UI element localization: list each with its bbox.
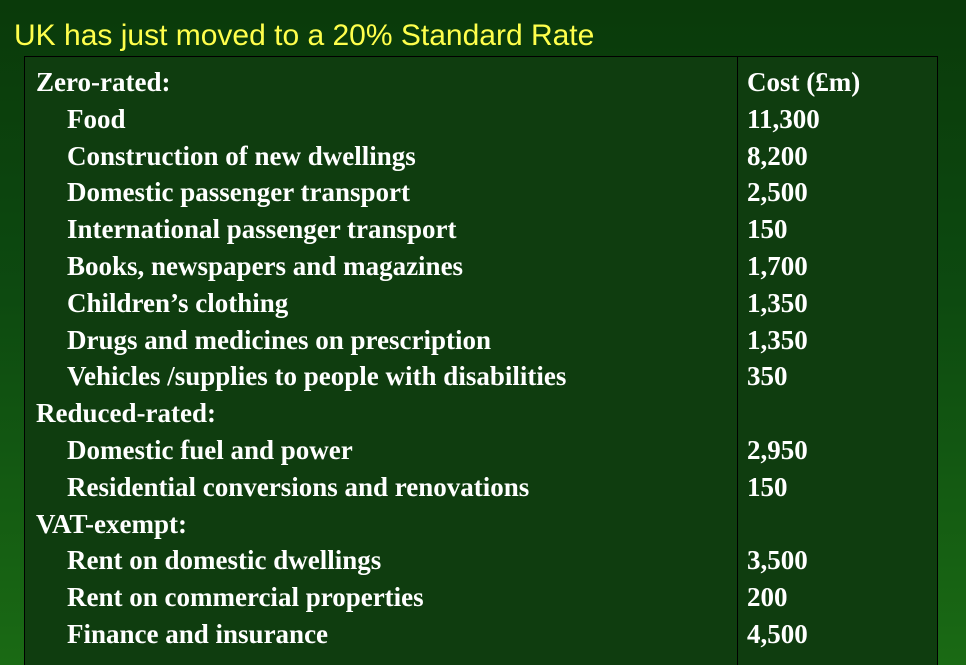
cost-value: 11,300 xyxy=(747,103,820,134)
section-header-row: Reduced-rated: xyxy=(25,395,937,432)
table-row: Domestic passenger transport 2,500 xyxy=(25,174,937,211)
table-row: Domestic fuel and power 2,950 xyxy=(25,432,937,469)
cost-value: 1,350 xyxy=(747,287,808,318)
item-label: Rent on domestic dwellings xyxy=(67,545,382,576)
table-row: Food 11,300 xyxy=(25,101,937,138)
cost-value: 4,500 xyxy=(747,618,808,649)
item-label: Food xyxy=(67,103,126,134)
section-label: Zero-rated: xyxy=(36,67,171,97)
column-divider xyxy=(737,57,738,665)
cost-value: 3,500 xyxy=(747,545,808,576)
item-label: Drugs and medicines on prescription xyxy=(67,324,492,355)
table-row: Residential conversions and renovations 1… xyxy=(25,469,937,506)
cost-value: 1,350 xyxy=(747,324,808,355)
cost-value: 2,950 xyxy=(747,434,808,465)
section-label: VAT-exempt: xyxy=(36,508,187,539)
table-row: Construction of new dwellings 8,200 xyxy=(25,138,937,175)
cost-value: 150 xyxy=(747,471,788,502)
item-label: Rent on commercial properties xyxy=(67,582,424,613)
item-label: Books, newspapers and magazines xyxy=(67,250,464,281)
table-row: Children’s clothing 1,350 xyxy=(25,285,937,322)
table-row: Rent on commercial properties 200 xyxy=(25,579,937,616)
section-header-row: Zero-rated: Cost (£m) xyxy=(25,64,937,101)
table-row: Books, newspapers and magazines 1,700 xyxy=(25,248,937,285)
table-row: International passenger transport 150 xyxy=(25,211,937,248)
cost-value: 2,500 xyxy=(747,177,808,208)
cost-value: 350 xyxy=(747,361,788,392)
table-row: Rent on domestic dwellings 3,500 xyxy=(25,542,937,579)
item-label: Children’s clothing xyxy=(67,287,289,318)
cost-value: 1,700 xyxy=(747,250,808,281)
cost-value: 8,200 xyxy=(747,140,808,171)
column-header-cost: Cost (£m) xyxy=(747,67,861,97)
cost-value: 200 xyxy=(747,582,788,613)
item-label: Residential conversions and renovations xyxy=(67,471,530,502)
table-row: Finance and insurance 4,500 xyxy=(25,616,937,653)
item-label: International passenger transport xyxy=(67,214,457,245)
table-row: Vehicles /supplies to people with disabi… xyxy=(25,358,937,395)
item-label: Domestic fuel and power xyxy=(67,434,353,465)
item-label: Construction of new dwellings xyxy=(67,140,416,171)
vat-cost-table: Zero-rated: Cost (£m) Food 11,300 Constructi… xyxy=(24,56,938,665)
section-label: Reduced-rated: xyxy=(36,398,216,429)
slide-title: UK has just moved to a 20% Standard Rate xyxy=(14,19,595,52)
table-rows: Zero-rated: Cost (£m) Food 11,300 Constructi… xyxy=(25,64,937,653)
item-label: Domestic passenger transport xyxy=(67,177,410,208)
cost-value: 150 xyxy=(747,214,788,245)
table-row: Drugs and medicines on prescription 1,350 xyxy=(25,322,937,359)
item-label: Vehicles /supplies to people with disabi… xyxy=(67,361,567,392)
section-header-row: VAT-exempt: xyxy=(25,506,937,543)
item-label: Finance and insurance xyxy=(67,618,329,649)
